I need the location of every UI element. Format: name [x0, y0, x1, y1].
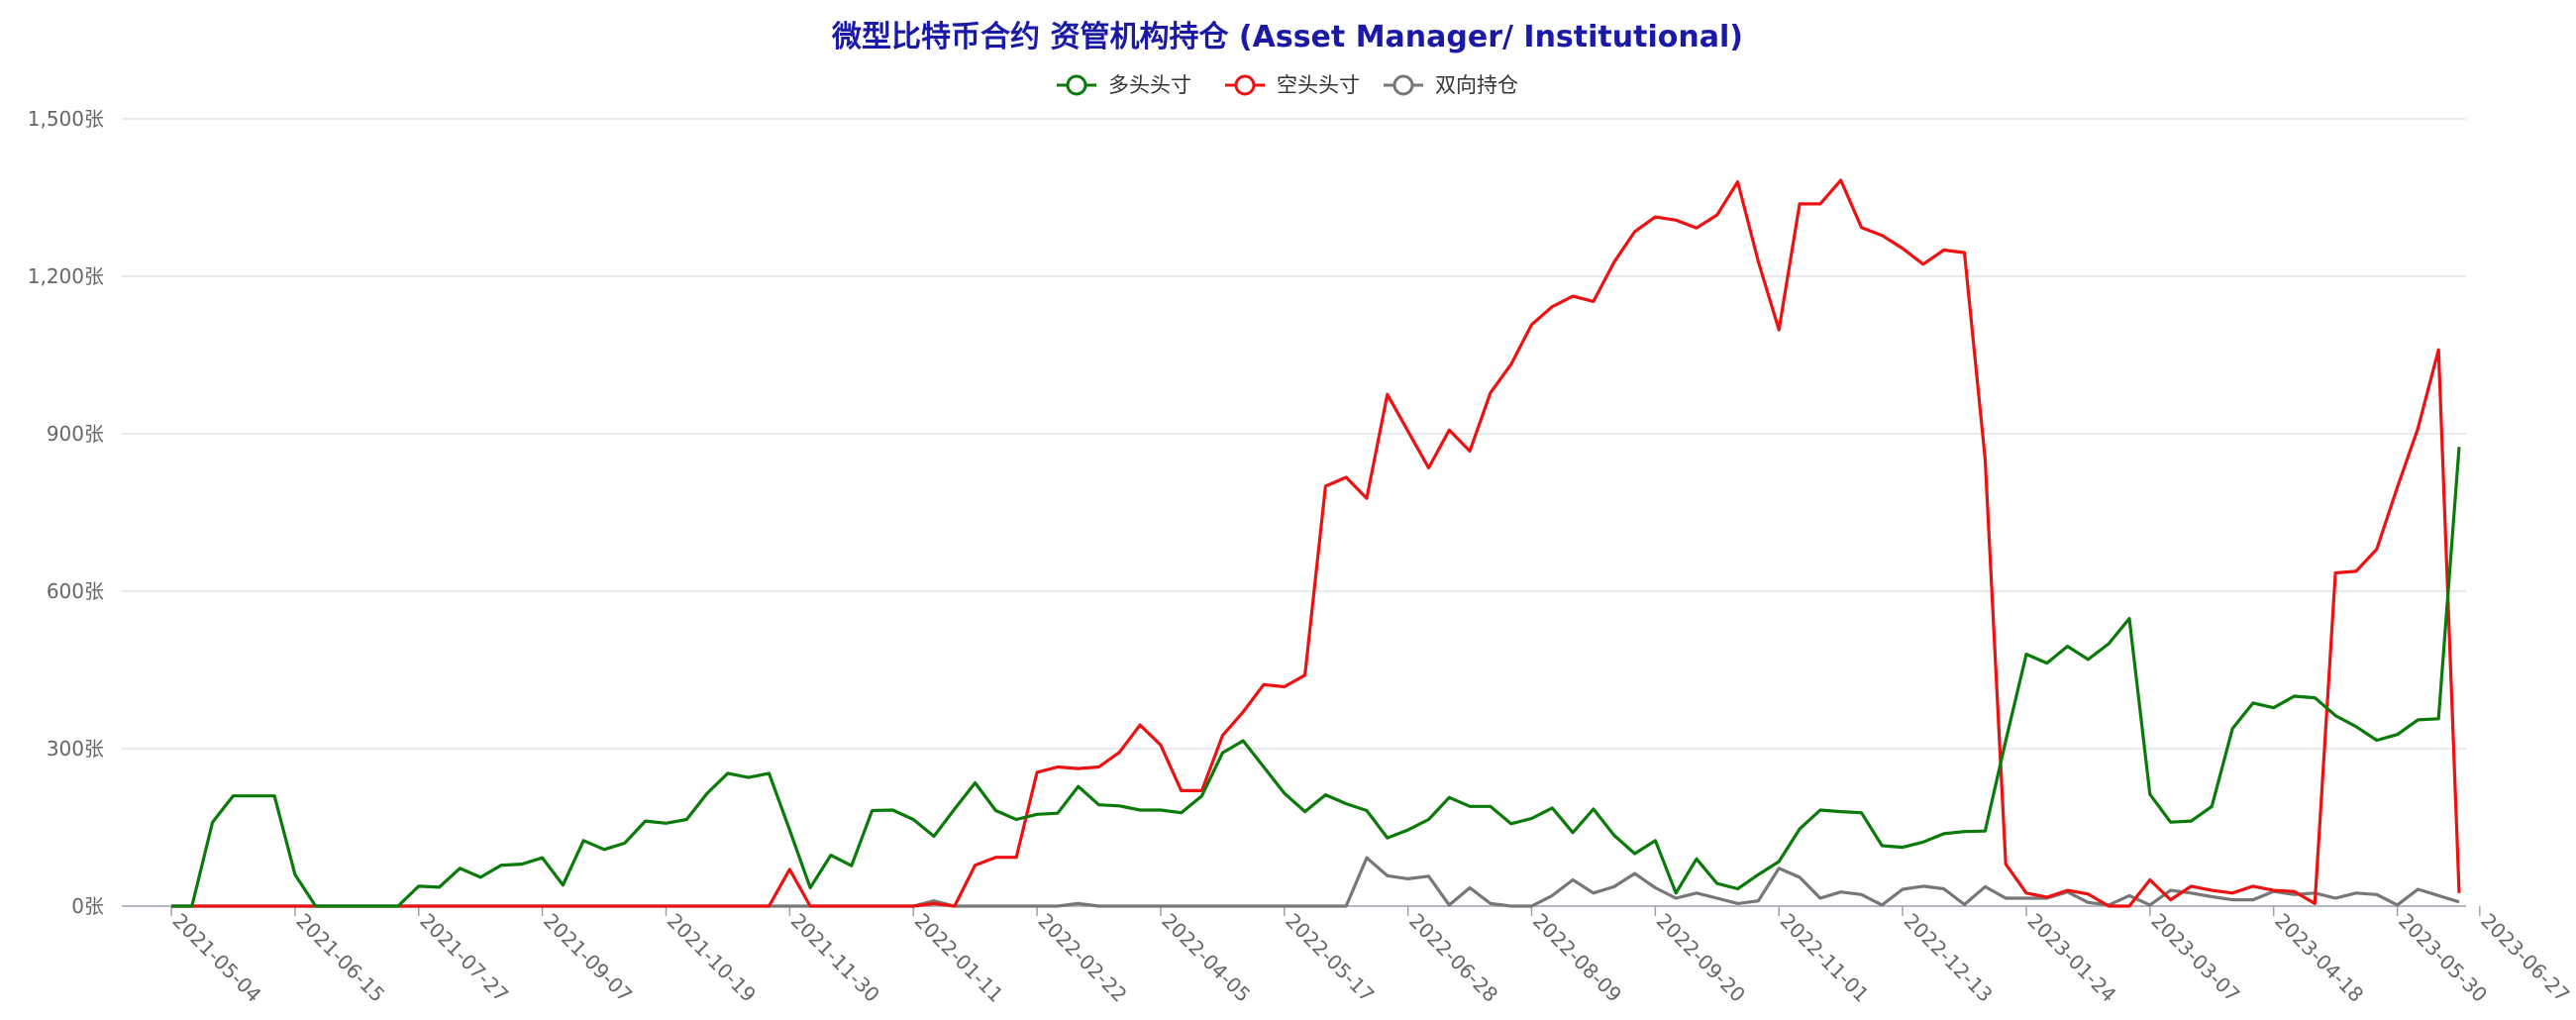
series-lines	[171, 178, 2461, 908]
grid-lines	[122, 118, 2466, 907]
x-tick-label: 2022-06-28	[1404, 909, 1502, 1007]
x-tick-label: 2022-09-20	[1652, 909, 1750, 1007]
x-tick-label: 2021-10-19	[663, 909, 761, 1007]
x-tick-label: 2022-04-05	[1157, 909, 1255, 1007]
legend-marker-icon	[1392, 74, 1414, 96]
legend-marker-icon	[1066, 74, 1087, 96]
x-tick-label: 2022-12-13	[1900, 909, 1998, 1007]
x-tick-label: 2022-11-01	[1776, 909, 1874, 1007]
x-tick-label: 2023-04-18	[2270, 909, 2368, 1007]
y-axis-ticks: 0张 300张 600张 900张 1,200张 1,500张	[28, 107, 104, 918]
y-tick-label: 0张	[71, 894, 104, 918]
legend-item-1[interactable]: 空头头寸	[1225, 73, 1360, 97]
legend-marker-icon	[1234, 74, 1256, 96]
series-line-long	[171, 447, 2461, 908]
x-tick-label: 2023-03-07	[2146, 909, 2244, 1007]
x-tick-label: 2022-02-22	[1034, 909, 1132, 1007]
x-tick-label: 2021-06-15	[291, 909, 389, 1007]
y-tick-label: 600张	[47, 579, 104, 603]
chart-title: 微型比特币合约 资管机构持仓 (Asset Manager/ Instituti…	[831, 20, 1743, 54]
series-line-short	[171, 178, 2461, 908]
x-axis-ticks: 2021-05-04 2021-06-15 2021-07-27 2021-09-07…	[167, 906, 2574, 1007]
x-tick-label: 2022-05-17	[1281, 909, 1379, 1007]
x-tick-label: 2021-11-30	[786, 909, 884, 1007]
x-tick-label: 2023-06-27	[2476, 909, 2574, 1007]
legend-item-0[interactable]: 多头头寸	[1057, 73, 1191, 97]
x-tick-label: 2022-08-09	[1528, 909, 1626, 1007]
y-tick-label: 1,500张	[28, 107, 104, 131]
y-tick-label: 900张	[47, 422, 104, 446]
y-tick-label: 300张	[47, 737, 104, 761]
legend-item-2[interactable]: 双向持仓	[1384, 73, 1518, 97]
x-tick-label: 2021-09-07	[539, 909, 637, 1007]
x-tick-label: 2021-07-27	[415, 909, 513, 1007]
legend-label: 多头头寸	[1108, 73, 1191, 97]
y-tick-label: 1,200张	[28, 264, 104, 288]
legend[interactable]: 多头头寸 空头头寸 双向持仓	[1057, 73, 1518, 97]
legend-label: 双向持仓	[1435, 73, 1518, 97]
x-tick-label: 2023-01-24	[2022, 909, 2120, 1007]
x-tick-label: 2021-05-04	[167, 909, 265, 1007]
legend-label: 空头头寸	[1277, 73, 1360, 97]
x-tick-label: 2022-01-11	[910, 909, 1008, 1007]
